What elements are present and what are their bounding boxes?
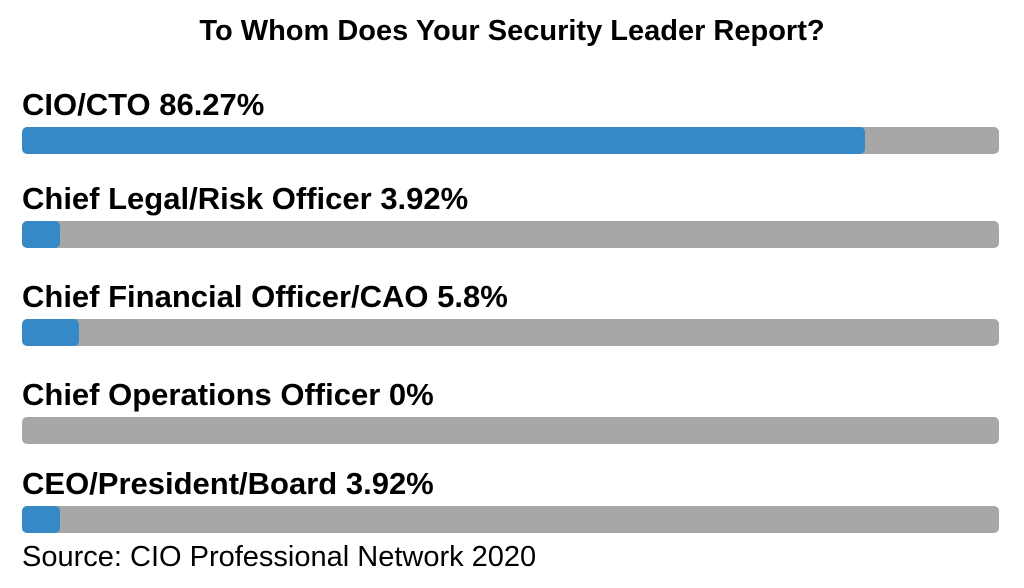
bar-fill	[22, 319, 79, 346]
bar-label: Chief Financial Officer/CAO 5.8%	[22, 279, 508, 314]
bar-row-chief-legal-risk-officer: Chief Legal/Risk Officer 3.92%	[0, 180, 1024, 260]
bar-label: CEO/President/Board 3.92%	[22, 466, 434, 501]
bar-label: CIO/CTO 86.27%	[22, 87, 265, 122]
bar-fill	[22, 506, 61, 533]
bar-row-chief-operations-officer: Chief Operations Officer 0%	[0, 376, 1024, 456]
bar-fill	[22, 127, 865, 154]
source-note: Source: CIO Professional Network 2020	[22, 541, 537, 573]
bar-row-chief-financial-officer-cao: Chief Financial Officer/CAO 5.8%	[0, 278, 1024, 358]
bar-track	[22, 506, 999, 533]
bar-track	[22, 221, 999, 248]
bar-track	[22, 127, 999, 154]
bar-label: Chief Operations Officer 0%	[22, 377, 434, 412]
bar-track	[22, 417, 999, 444]
bar-row-cio-cto: CIO/CTO 86.27%	[0, 86, 1024, 166]
bar-label: Chief Legal/Risk Officer 3.92%	[22, 181, 469, 216]
bar-fill	[22, 221, 61, 248]
chart-title: To Whom Does Your Security Leader Report…	[199, 15, 825, 47]
bar-row-ceo-president-board: CEO/President/Board 3.92%	[0, 465, 1024, 545]
bar-track	[22, 319, 999, 346]
